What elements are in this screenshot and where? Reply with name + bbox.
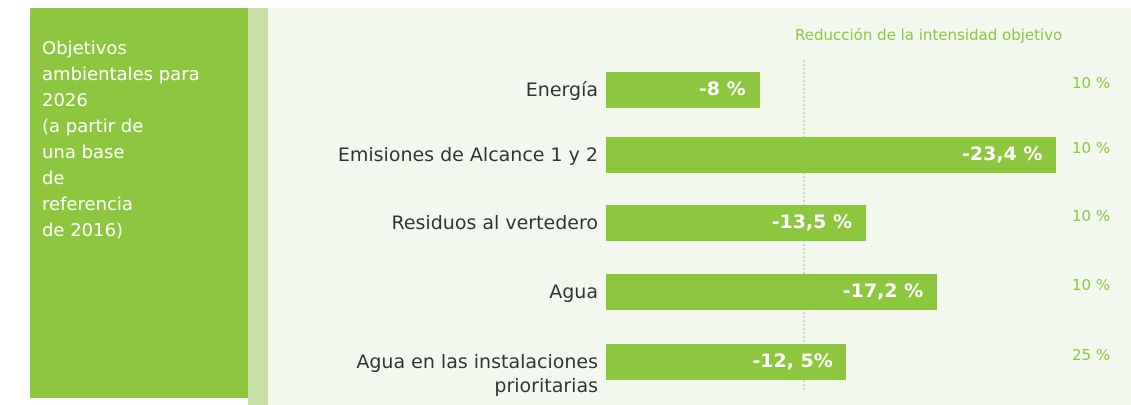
side-text-line: una base bbox=[42, 142, 125, 163]
target-label: 10 % bbox=[1072, 207, 1111, 225]
side-text-line: referencia bbox=[42, 194, 133, 215]
bar bbox=[606, 137, 1056, 173]
side-text: Objetivos ambientales para 2026 (a partir d… bbox=[42, 36, 200, 244]
target-label: 10 % bbox=[1072, 139, 1111, 157]
category-label: Residuos al vertedero bbox=[391, 212, 599, 234]
bar bbox=[606, 205, 866, 241]
target-label: 10 % bbox=[1072, 74, 1111, 92]
bar bbox=[606, 72, 760, 108]
category-label: Agua en las instalaciones prioritarias bbox=[356, 351, 598, 397]
bar bbox=[606, 274, 937, 310]
value-label: -8 % bbox=[698, 78, 746, 100]
side-text-line: 2026 bbox=[42, 90, 88, 111]
side-text-line: Objetivos bbox=[42, 38, 127, 59]
side-text-line: de bbox=[42, 168, 65, 189]
stripe bbox=[248, 8, 268, 405]
side-text-line: ambientales para bbox=[42, 64, 200, 85]
category-label: Emisiones de Alcance 1 y 2 bbox=[337, 144, 598, 166]
side-text-line: de 2016) bbox=[42, 220, 124, 241]
target-label: 10 % bbox=[1072, 276, 1111, 294]
bar bbox=[606, 344, 847, 380]
value-label: -13,5 % bbox=[771, 211, 853, 233]
category-label: Agua bbox=[549, 281, 598, 303]
value-label: -23,4 % bbox=[962, 143, 1043, 165]
target-header: Reducción de la intensidad objetivo bbox=[795, 26, 1063, 44]
value-label: -17,2 % bbox=[842, 280, 924, 302]
side-panel bbox=[30, 8, 248, 398]
category-label: Energía bbox=[525, 79, 598, 101]
side-text-line: (a partir de bbox=[42, 116, 144, 137]
value-label: -12, 5% bbox=[752, 350, 833, 372]
target-label: 25 % bbox=[1072, 346, 1111, 364]
